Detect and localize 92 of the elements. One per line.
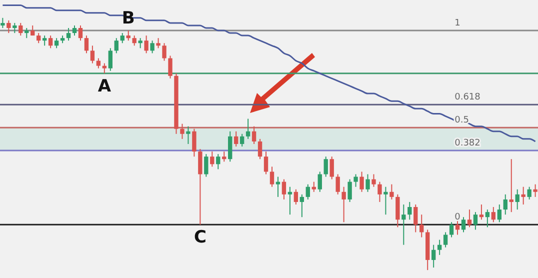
annotation: 0 [454, 212, 461, 223]
candlestick [360, 171, 364, 192]
candlestick [36, 32, 41, 44]
annotation: 0.382 [454, 138, 480, 149]
annotation: 1 [454, 18, 460, 29]
candlestick [180, 123, 184, 140]
candlestick [120, 32, 124, 44]
candlestick [42, 35, 47, 46]
candlestick [282, 178, 286, 200]
candlestick [431, 244, 436, 268]
candlestick [509, 158, 514, 213]
candlestick [150, 40, 154, 54]
candlestick [48, 35, 53, 49]
candlestick [485, 209, 490, 228]
candlestick [246, 118, 250, 140]
candlestick [533, 184, 538, 198]
candlestick [114, 38, 118, 54]
candlestick [258, 138, 262, 160]
candlestick [198, 148, 202, 226]
candlestick [0, 17, 5, 28]
candlestick [324, 156, 328, 178]
candlestick [54, 38, 59, 49]
candlestick [84, 35, 89, 54]
candlestick [491, 206, 496, 223]
candlestick [527, 186, 532, 200]
candlestick [288, 186, 292, 216]
candlestick [72, 24, 77, 36]
candlestick [132, 35, 136, 46]
candlestick [102, 62, 107, 74]
candlestick [24, 27, 29, 39]
candlestick [126, 30, 130, 42]
candlestick [497, 204, 502, 223]
candlestick [252, 126, 256, 144]
candlestick [461, 216, 466, 233]
candlestick [402, 204, 406, 246]
candlestick [186, 126, 190, 144]
candlestick [372, 174, 376, 188]
candlestick [156, 38, 160, 49]
candlestick [348, 178, 352, 202]
candlestick [408, 201, 412, 220]
candlestick [162, 42, 166, 62]
candlestick [294, 188, 298, 205]
candlestick [437, 239, 442, 256]
candlestick [318, 171, 322, 192]
candlestick [222, 151, 226, 162]
candlestick [204, 154, 208, 178]
candlestick [515, 188, 520, 210]
candlestick [384, 186, 388, 216]
candlestick [449, 222, 454, 238]
candlestick [276, 176, 280, 198]
annotation: A [98, 76, 112, 96]
candlestick [210, 151, 214, 168]
candlestick [18, 22, 23, 36]
candlestick [366, 174, 370, 192]
candlestick [467, 209, 472, 228]
candlestick [6, 20, 11, 34]
candlestick [78, 24, 83, 42]
candlestick [390, 184, 394, 200]
candlestick [306, 184, 310, 200]
candlestick [473, 212, 478, 230]
candlestick [503, 194, 508, 216]
candlestick [455, 219, 460, 236]
candlestick [378, 181, 382, 202]
candlestick [336, 174, 340, 195]
annotation: 0.618 [454, 92, 481, 103]
candlestick [264, 151, 268, 175]
candlestick [96, 58, 101, 69]
candlestick [138, 38, 142, 49]
candlestick [270, 166, 274, 188]
candlestick [354, 174, 358, 188]
candlestick [521, 186, 526, 205]
candlestick [342, 186, 346, 223]
candlestick [330, 156, 334, 180]
candlestick [90, 45, 95, 64]
candlestick [300, 194, 304, 218]
candlestick [443, 232, 448, 248]
candlestick [234, 130, 238, 147]
candlestick [168, 55, 172, 79]
candlestick [312, 181, 316, 192]
candlestick [216, 154, 220, 170]
candlestick [420, 214, 424, 238]
candlestick [228, 130, 232, 162]
candlestick [144, 35, 148, 54]
candlestick [108, 48, 113, 72]
candlestick [240, 133, 244, 147]
candlestick [479, 204, 484, 220]
candlestick [12, 22, 17, 34]
annotation: C [194, 228, 206, 248]
candlestick [414, 204, 418, 233]
candlestick [66, 27, 71, 42]
candlestick [192, 128, 196, 158]
candlestick [396, 194, 400, 228]
